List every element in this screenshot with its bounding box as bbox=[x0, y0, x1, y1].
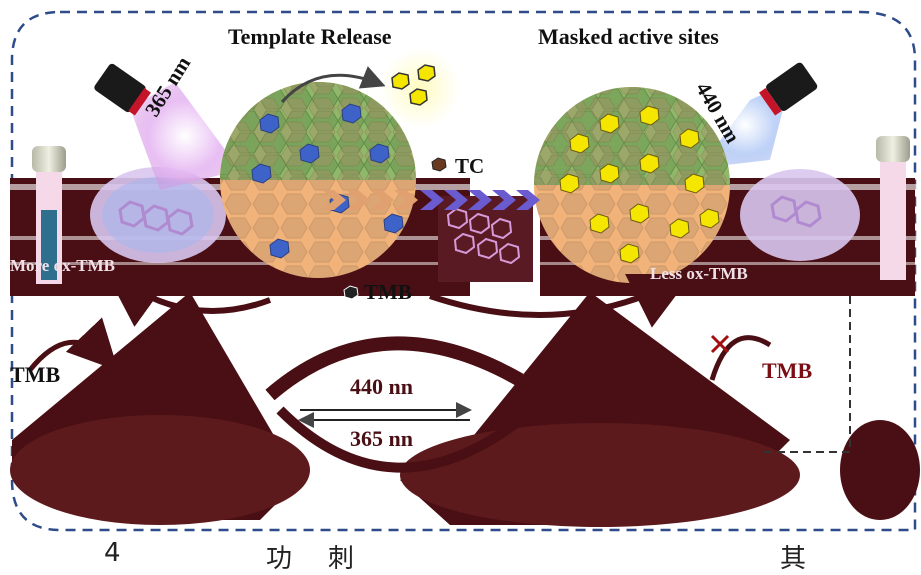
label-tmb-right: TMB bbox=[762, 358, 813, 383]
label-440-switch: 440 nn bbox=[350, 374, 413, 399]
bottom-char-qi: 其 bbox=[780, 544, 807, 574]
blue-lamp-icon bbox=[700, 62, 818, 168]
label-more-ox-tmb: More ox-TMB bbox=[10, 256, 115, 275]
bottom-cone-left bbox=[10, 292, 310, 525]
side-arrow-left bbox=[28, 317, 119, 372]
ox-tmb-bubble-right bbox=[740, 169, 860, 261]
chevron-arrows bbox=[322, 190, 540, 210]
switch-arc-top bbox=[265, 336, 524, 401]
right-vial bbox=[876, 136, 910, 280]
dashed-bracket-right bbox=[760, 296, 851, 453]
nanoparticle-masked-sites bbox=[534, 87, 730, 283]
switch-arrows bbox=[298, 402, 472, 428]
bottom-cone-right bbox=[400, 292, 920, 527]
nanoparticle-template-release bbox=[220, 82, 416, 278]
label-masked-active-sites: Masked active sites bbox=[538, 24, 719, 49]
bottom-char-gong: 功 bbox=[266, 544, 293, 574]
tmb-hex-icon bbox=[343, 285, 359, 300]
label-template-release: Template Release bbox=[228, 24, 392, 49]
blocked-cross-icon bbox=[710, 334, 730, 354]
uv-lamp-icon bbox=[94, 63, 240, 190]
bottom-char-ci: 刺 bbox=[328, 544, 355, 574]
dashed-border bbox=[10, 10, 917, 532]
release-arrow bbox=[280, 66, 386, 104]
tc-hex-icon bbox=[431, 157, 447, 172]
label-less-ox-tmb: Less ox-TMB bbox=[650, 264, 748, 283]
framework-center bbox=[438, 196, 533, 282]
ox-tmb-bubble-left bbox=[90, 167, 226, 263]
arrow-to-less-ox bbox=[429, 273, 693, 328]
label-tmb-center: TMB bbox=[364, 280, 412, 304]
bottom-char-4: 4 bbox=[104, 538, 121, 568]
left-vial bbox=[32, 146, 66, 284]
released-template-icon bbox=[380, 48, 460, 128]
label-365-switch: 365 nn bbox=[350, 426, 413, 451]
label-tmb-left: TMB bbox=[10, 362, 61, 387]
label-tc: TC bbox=[455, 154, 485, 178]
switch-arc-bottom bbox=[276, 406, 524, 473]
side-arrow-right bbox=[709, 335, 772, 381]
